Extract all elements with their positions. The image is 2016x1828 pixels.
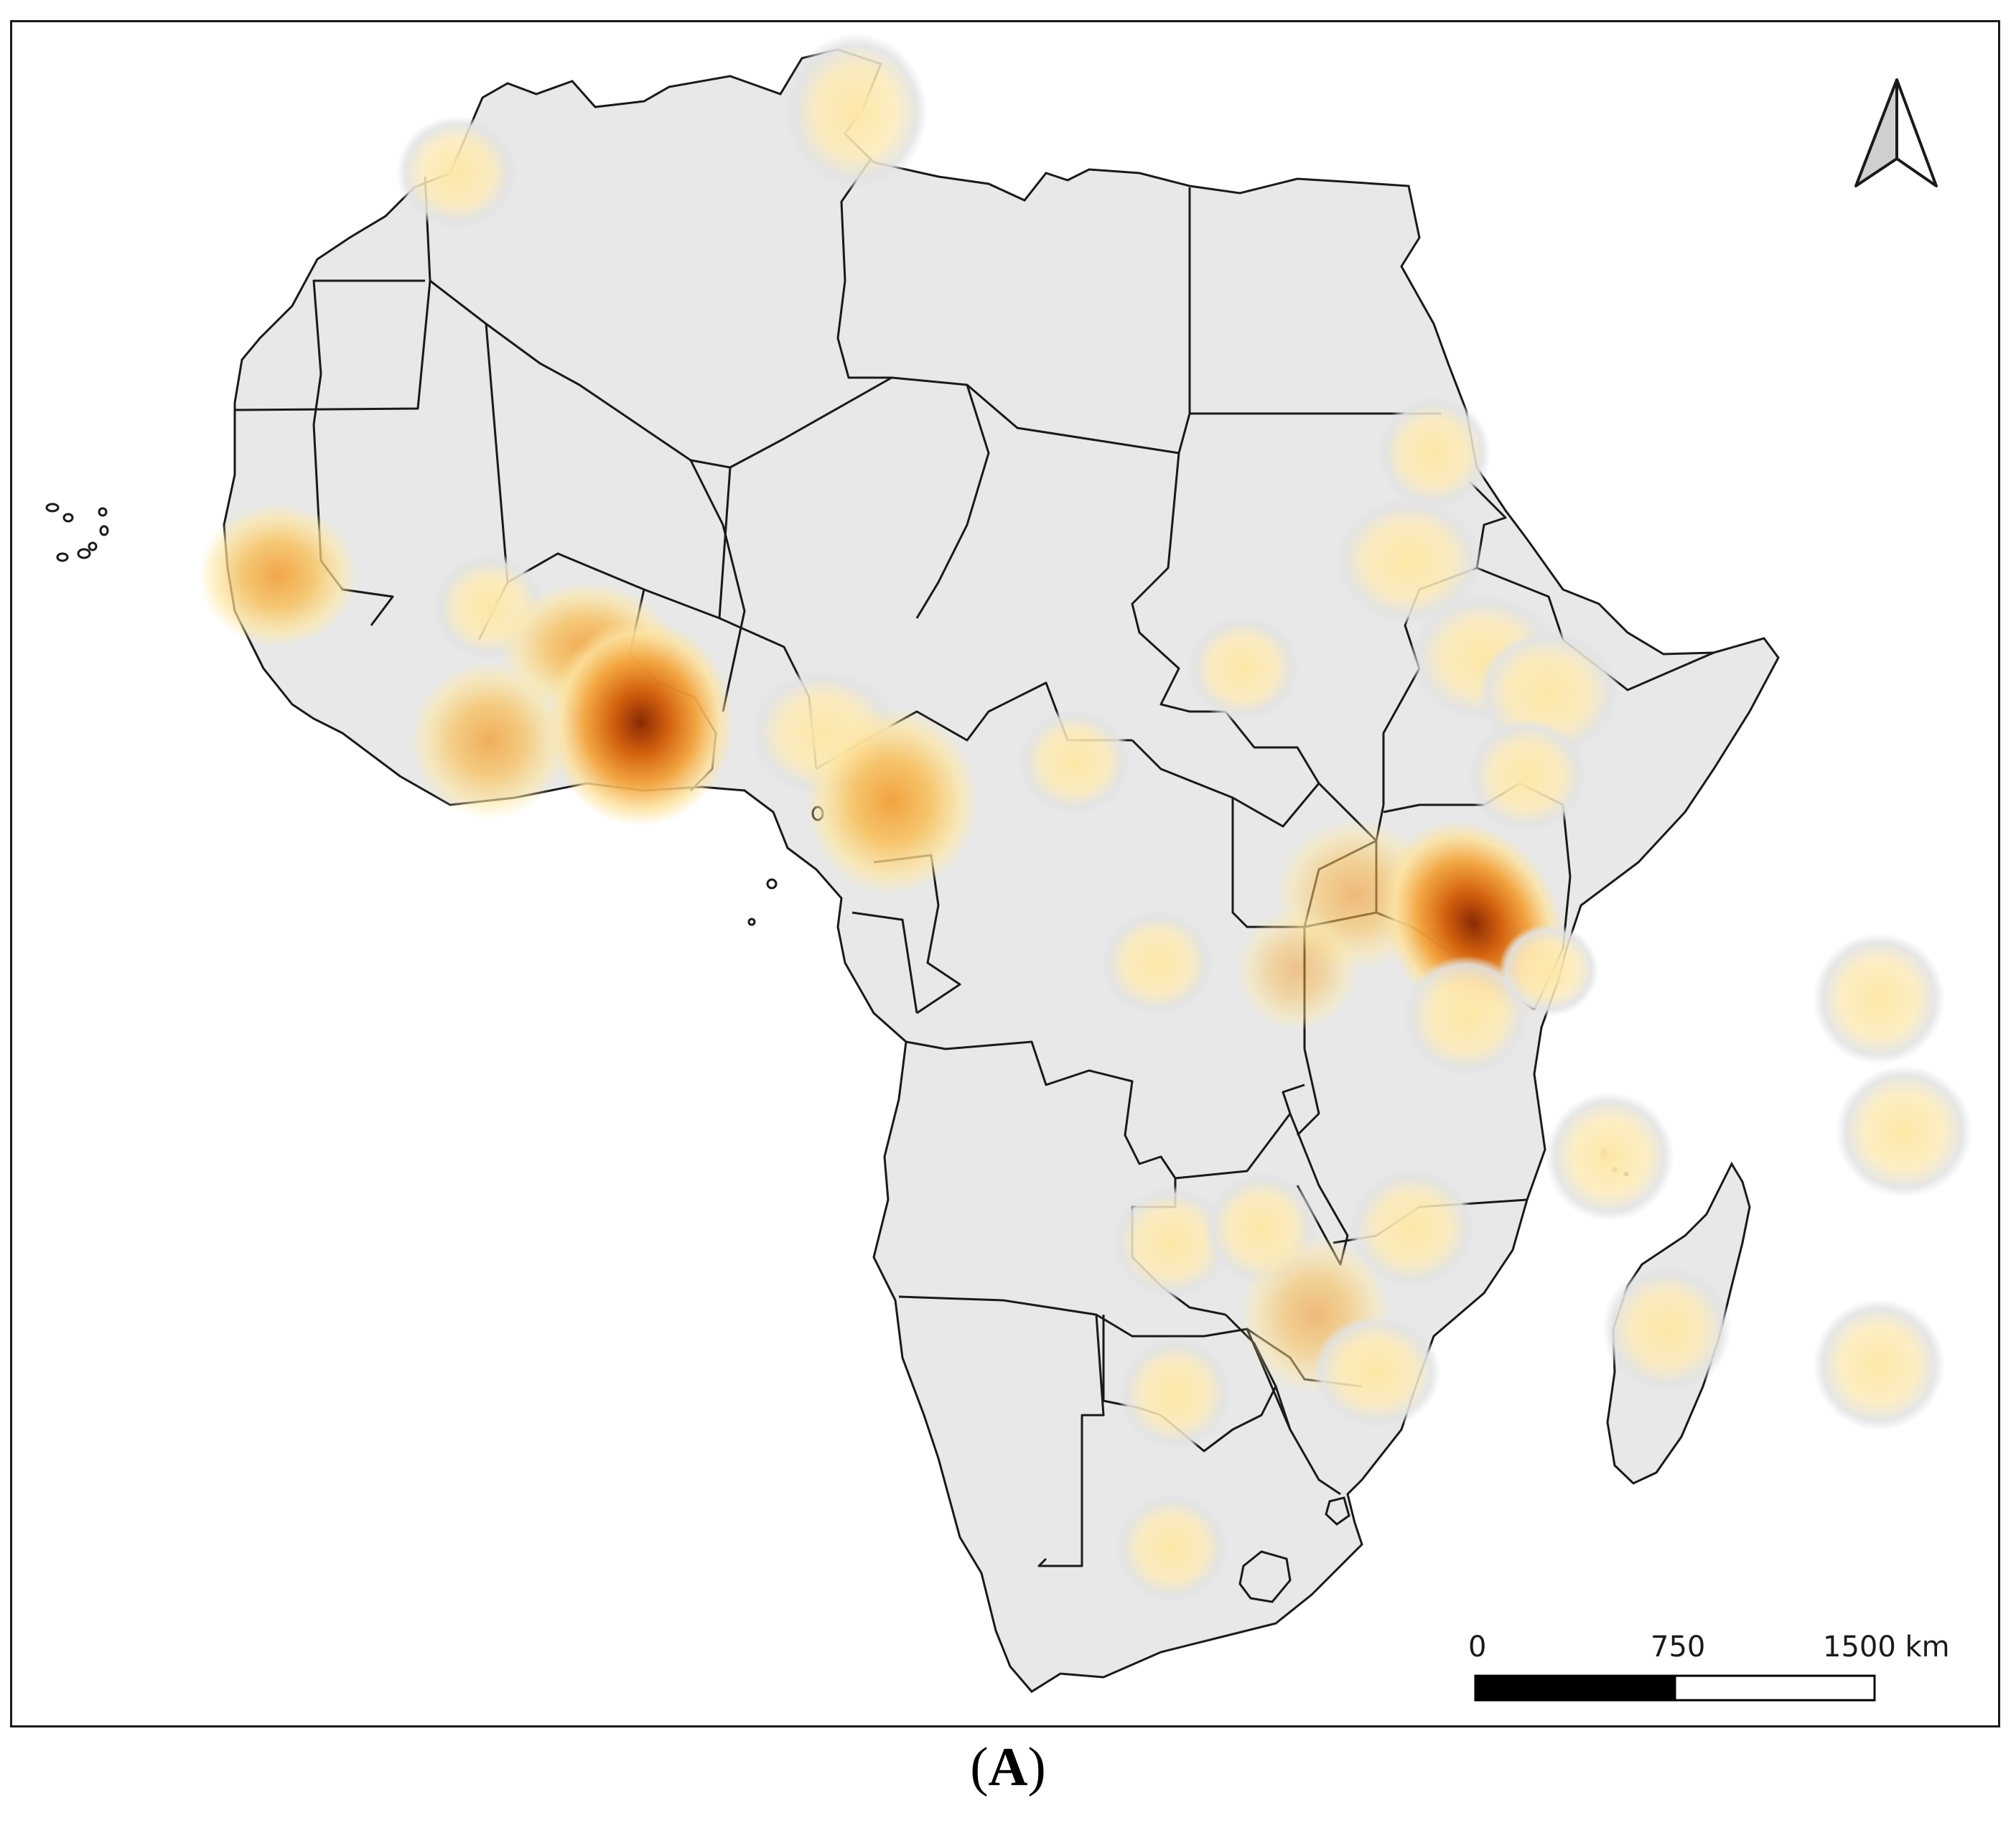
africa-heatmap [45,33,1972,1702]
country-borders [234,159,1714,1567]
heat-spot [1376,396,1491,510]
heat-spot [1186,615,1301,722]
heat-spot [1813,933,1945,1065]
scale-bar [1474,1674,1876,1702]
scale-label-start: 0 [1468,1631,1487,1664]
heat-spot [784,33,928,191]
heat-spot [396,116,518,230]
heat-spot [199,503,357,647]
heat-spot [411,661,569,819]
heat-spot [1118,1336,1233,1451]
figure-caption: (A) [0,1736,2016,1799]
lesotho [1238,1550,1292,1603]
scale-label-mid: 750 [1651,1631,1706,1664]
heat-spot [1348,1167,1477,1290]
heat-spot [1236,909,1358,1031]
heat-spot [547,618,734,826]
heat-spot [1312,1315,1441,1430]
scale-label-end: 1500 km [1823,1631,1950,1664]
heat-spot [1100,909,1215,1017]
heat-spot [1498,923,1599,1017]
map-frame: 0 750 1500 km [10,20,2000,1727]
heat-spot [1602,1264,1732,1394]
caption-open-paren: ( [970,1737,989,1797]
heat-spot [1114,1492,1229,1604]
heat-spot [1111,1185,1233,1300]
heat-spot [1545,1092,1674,1221]
heat-spot [806,708,978,895]
heat-spot [1401,956,1531,1078]
north-arrow-icon [1854,78,1938,187]
eswatini [1325,1496,1350,1526]
heat-spot [1466,719,1588,834]
heat-spot [1836,1065,1972,1198]
cape-verde-islands [45,503,109,562]
heat-spot [1333,496,1484,625]
heat-spot [1813,1299,1945,1431]
caption-label: A [988,1737,1028,1797]
caption-close-paren: ) [1027,1737,1046,1797]
heat-spot [1017,708,1132,816]
africa-mainland [223,48,1780,1693]
heat-spots [199,33,1972,1604]
